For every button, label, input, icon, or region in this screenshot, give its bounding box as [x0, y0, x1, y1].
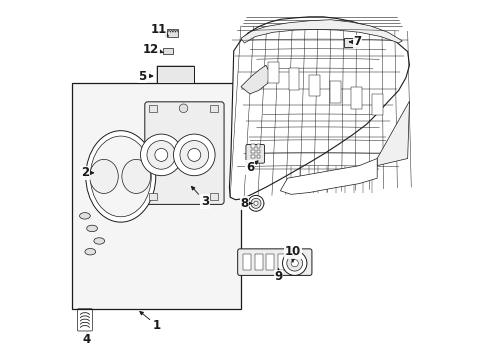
Bar: [250, 149, 254, 153]
Polygon shape: [280, 158, 376, 194]
Text: 3: 3: [191, 186, 209, 208]
Bar: [277, 254, 285, 270]
Bar: [209, 193, 218, 200]
Circle shape: [187, 148, 201, 161]
Text: 4: 4: [82, 333, 91, 346]
Bar: [256, 149, 260, 153]
Polygon shape: [241, 20, 402, 43]
Bar: [256, 144, 260, 148]
Ellipse shape: [85, 248, 96, 255]
Circle shape: [180, 140, 208, 169]
Circle shape: [155, 148, 167, 161]
Bar: [289, 254, 297, 270]
Polygon shape: [229, 17, 408, 200]
Circle shape: [250, 198, 261, 208]
Bar: [148, 105, 157, 112]
Text: 10: 10: [284, 245, 301, 262]
Text: 11: 11: [150, 23, 168, 36]
Ellipse shape: [80, 213, 90, 219]
Text: 5: 5: [138, 69, 153, 82]
Bar: [266, 254, 274, 270]
Bar: [350, 87, 361, 109]
Bar: [250, 144, 254, 148]
Ellipse shape: [85, 131, 155, 222]
Bar: [156, 66, 194, 83]
Ellipse shape: [90, 136, 151, 217]
Text: 7: 7: [349, 35, 361, 49]
Ellipse shape: [122, 159, 150, 193]
FancyBboxPatch shape: [144, 102, 224, 204]
Polygon shape: [241, 65, 269, 94]
Bar: [371, 94, 382, 116]
FancyBboxPatch shape: [245, 144, 264, 163]
Text: 12: 12: [143, 42, 163, 55]
Bar: [250, 154, 254, 158]
Polygon shape: [376, 101, 408, 166]
Bar: [343, 39, 356, 47]
Text: 8: 8: [240, 197, 251, 210]
Ellipse shape: [94, 238, 104, 244]
Ellipse shape: [89, 159, 118, 193]
Bar: [209, 105, 218, 112]
Polygon shape: [163, 48, 172, 54]
Text: 9: 9: [274, 269, 282, 283]
Polygon shape: [167, 30, 178, 37]
Bar: [309, 75, 320, 96]
Text: 1: 1: [140, 311, 161, 332]
Bar: [243, 254, 251, 270]
Text: 2: 2: [81, 166, 94, 179]
Bar: [267, 62, 278, 83]
Ellipse shape: [86, 225, 97, 231]
Circle shape: [282, 251, 306, 275]
Circle shape: [290, 260, 298, 267]
Bar: [329, 81, 340, 103]
Circle shape: [147, 140, 175, 169]
Bar: [288, 68, 299, 90]
Circle shape: [286, 255, 302, 271]
Circle shape: [140, 134, 182, 176]
Text: 6: 6: [245, 161, 258, 174]
Bar: [254, 254, 262, 270]
Circle shape: [179, 104, 187, 113]
Circle shape: [173, 134, 215, 176]
Circle shape: [253, 201, 258, 206]
FancyBboxPatch shape: [237, 249, 311, 275]
Circle shape: [247, 195, 264, 211]
Bar: [256, 154, 260, 158]
Bar: [148, 193, 157, 200]
Bar: [72, 83, 241, 309]
